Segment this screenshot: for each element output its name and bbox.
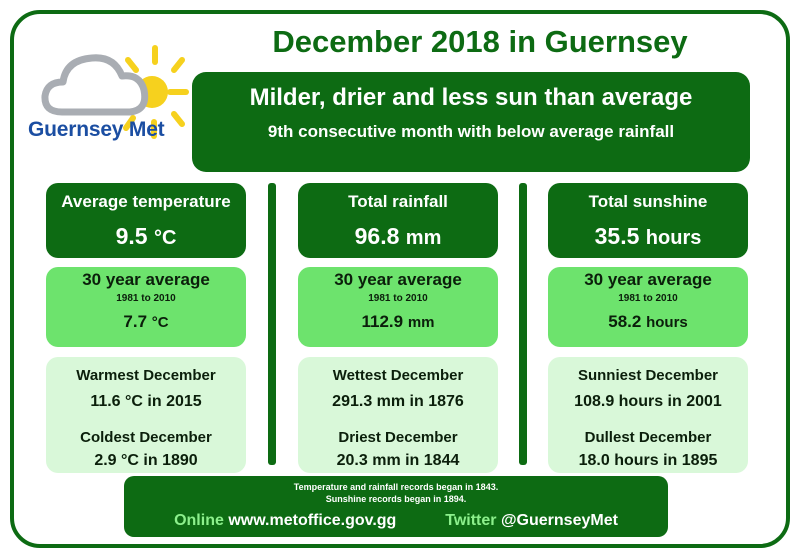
record-value: 11.6 °C in 2015 — [90, 393, 202, 410]
sunshine-average-box: 30 year average 1981 to 2010 58.2 hours — [548, 267, 748, 347]
page-title: December 2018 in Guernsey — [272, 24, 688, 59]
online-label: Online — [174, 512, 224, 529]
average-period: 1981 to 2010 — [618, 293, 678, 304]
rainfall-label: Total rainfall — [348, 192, 448, 211]
record-label: Wettest December — [332, 367, 464, 384]
sunshine-value: 35.5 hours — [594, 223, 702, 249]
website-link[interactable]: www.metoffice.gov.gg — [228, 512, 397, 529]
rainfall-average-box: 30 year average 1981 to 2010 112.9 mm — [298, 267, 498, 347]
rainfall-records-box: Wettest December 291.3 mm in 1876 Driest… — [298, 357, 498, 473]
rainfall-value: 96.8 mm — [354, 223, 442, 249]
average-label: 30 year average — [584, 270, 712, 289]
record-label: Driest December — [338, 429, 458, 446]
footer-links: Online www.metoffice.gov.gg Twitter @Gue… — [124, 512, 668, 530]
record-value: 18.0 hours in 1895 — [578, 452, 718, 469]
footer-note: Temperature and rainfall records began i… — [293, 482, 499, 492]
record-label: Coldest December — [80, 429, 212, 446]
sunshine-label: Total sunshine — [588, 192, 708, 211]
average-value: 58.2 hours — [608, 312, 688, 331]
cloud-sun-icon — [41, 45, 189, 139]
sunshine-records-box: Sunniest December 108.9 hours in 2001 Du… — [548, 357, 748, 473]
average-label: 30 year average — [82, 270, 210, 289]
record-value: 20.3 mm in 1844 — [336, 452, 460, 469]
average-value: 112.9 mm — [361, 312, 435, 331]
record-value: 291.3 mm in 1876 — [332, 393, 464, 410]
temperature-value: 9.5 °C — [115, 223, 177, 249]
footer-box: Temperature and rainfall records began i… — [124, 476, 668, 537]
temperature-average-box: 30 year average 1981 to 2010 7.7 °C — [46, 267, 246, 347]
logo-text: Guernsey Met — [28, 118, 165, 141]
headline-main: Milder, drier and less sun than average — [249, 84, 693, 111]
temperature-column: Average temperature 9.5 °C 30 year avera… — [46, 183, 246, 473]
rainfall-column: Total rainfall 96.8 mm 30 year average 1… — [298, 183, 498, 473]
column-divider — [268, 183, 276, 465]
sunshine-column: Total sunshine 35.5 hours 30 year averag… — [548, 183, 748, 473]
average-period: 1981 to 2010 — [116, 293, 176, 304]
headline-box: Milder, drier and less sun than average … — [192, 72, 750, 172]
record-value: 2.9 °C in 1890 — [94, 452, 198, 469]
footer-note: Sunshine records began in 1894. — [325, 494, 467, 504]
column-divider — [519, 183, 527, 465]
record-label: Warmest December — [76, 367, 216, 384]
average-label: 30 year average — [334, 270, 462, 289]
temperature-records-box: Warmest December 11.6 °C in 2015 Coldest… — [46, 357, 246, 473]
average-value: 7.7 °C — [123, 312, 169, 331]
headline-sub: 9th consecutive month with below average… — [267, 122, 675, 141]
record-value: 108.9 hours in 2001 — [574, 393, 722, 410]
temperature-box: Average temperature 9.5 °C — [46, 183, 246, 258]
twitter-label: Twitter — [445, 512, 497, 529]
sunshine-box: Total sunshine 35.5 hours — [548, 183, 748, 258]
average-period: 1981 to 2010 — [368, 293, 428, 304]
record-label: Sunniest December — [577, 367, 719, 384]
record-label: Dullest December — [584, 429, 712, 446]
rainfall-box: Total rainfall 96.8 mm — [298, 183, 498, 258]
temperature-label: Average temperature — [61, 192, 231, 211]
twitter-link[interactable]: @GuernseyMet — [500, 512, 618, 529]
